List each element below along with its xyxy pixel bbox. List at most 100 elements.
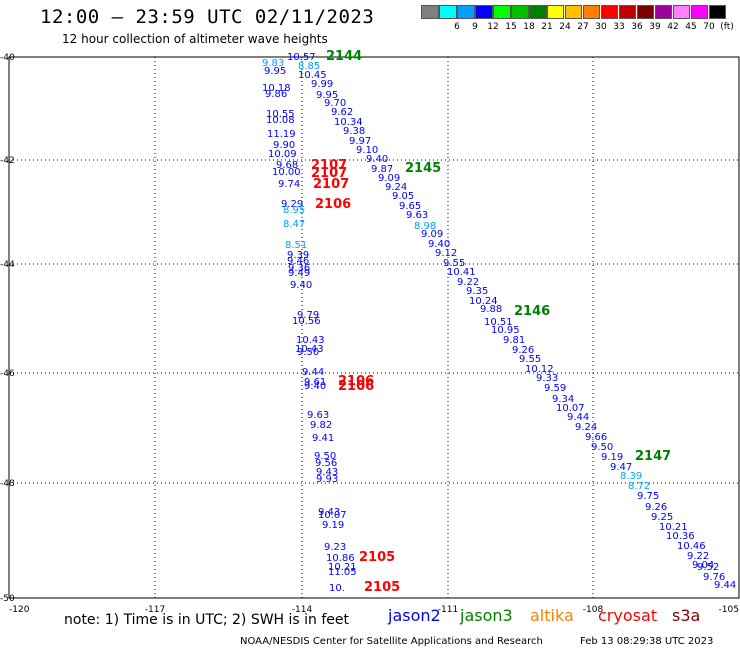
x-tick-label: -120: [9, 605, 30, 615]
x-tick-label: -111: [438, 605, 458, 615]
swh-value-label: 9.34: [552, 394, 574, 405]
colorbar-swatch: [528, 5, 547, 19]
swh-value-label: 9.44: [302, 367, 324, 378]
swh-value-label: 9.26: [645, 502, 667, 513]
swh-value-label: 9.38: [343, 126, 365, 137]
swh-value-label: 10.24: [469, 296, 498, 307]
swh-value-label: 9.19: [322, 520, 344, 531]
colorbar-swatch: [474, 5, 493, 19]
swh-value-label: 10.57: [287, 52, 316, 63]
swh-value-label: 9.50: [591, 442, 613, 453]
swh-value-label: 10.21: [328, 562, 357, 573]
swh-value-label: 11.05: [328, 567, 357, 578]
swh-value-label: 9.76: [703, 572, 725, 583]
swh-value-label: 9.95: [316, 90, 338, 101]
swh-value-label: 9.83: [262, 58, 284, 69]
swh-value-label: 9.90: [273, 140, 295, 151]
swh-value-label: 9.40: [428, 239, 450, 250]
swh-value-label: 9.59: [544, 383, 566, 394]
pass-time-label: 2105: [359, 550, 395, 565]
swh-value-label: 10.56: [292, 316, 321, 327]
pass-time-label: 2107: [311, 166, 347, 181]
swh-value-label: 9.81: [503, 335, 525, 346]
swh-value-label: 9.68: [276, 160, 298, 171]
plot-frame: [8, 56, 740, 599]
swh-value-label: 9.50: [314, 451, 336, 462]
swh-value-label: 8.47: [283, 219, 305, 230]
pass-time-label: 2106: [338, 379, 374, 394]
swh-value-label: 9.33: [536, 373, 558, 384]
swh-value-label: 9.05: [392, 191, 414, 202]
legend-item-cryosat: cryosat: [598, 606, 658, 625]
colorbar-swatch: [690, 5, 709, 19]
colorbar-swatch: [510, 5, 529, 19]
swh-value-label: 9.52: [697, 562, 719, 573]
pass-time-label: 2107: [311, 158, 347, 173]
swh-value-label: 9.99: [311, 79, 333, 90]
colorbar-label: 30: [595, 22, 607, 32]
swh-value-label: 9.93: [316, 474, 338, 485]
y-tick-label: -40: [0, 53, 15, 63]
swh-value-label: 8.72: [628, 481, 650, 492]
map-title: 12:00 – 23:59 UTC 02/11/2023: [40, 6, 375, 28]
swh-value-label: 8.85: [298, 61, 320, 72]
swh-value-label: 10.46: [677, 541, 706, 552]
swh-value-label: 9.79: [297, 310, 319, 321]
colorbar-swatch: [421, 5, 439, 19]
swh-value-label: 9.19: [601, 452, 623, 463]
swh-value-label: 10.: [329, 583, 345, 594]
colorbar-swatch: [600, 5, 619, 19]
colorbar-label: 45: [685, 22, 697, 32]
swh-value-label: 9.55: [519, 354, 541, 365]
colorbar: [421, 5, 727, 19]
colorbar-label: 6: [454, 22, 460, 32]
swh-value-label: 9.10: [356, 145, 378, 156]
swh-value-label: 10.21: [659, 522, 688, 533]
swh-value-label: 9.47: [610, 462, 632, 473]
swh-value-label: 9.29: [281, 199, 303, 210]
swh-value-label: 9.41: [312, 433, 334, 444]
colorbar-swatch: [654, 5, 673, 19]
swh-value-label: 9.56: [315, 458, 337, 469]
x-tick-label: -108: [583, 605, 604, 615]
swh-value-label: 10.86: [326, 553, 355, 564]
swh-value-label: 10.95: [491, 325, 520, 336]
x-tick-label: -117: [145, 605, 165, 615]
swh-value-label: 8.39: [620, 471, 642, 482]
colorbar-label: 39: [649, 22, 661, 32]
swh-value-label: 9.95: [264, 66, 286, 77]
legend-item-s3a: s3a: [672, 606, 701, 625]
swh-value-label: 9.63: [307, 410, 329, 421]
pass-time-label: 2107: [313, 177, 349, 192]
swh-value-label: 9.22: [687, 551, 709, 562]
swh-value-label: 9.40: [366, 154, 388, 165]
swh-value-label: 9.43: [318, 507, 340, 518]
swh-value-label: 10.43: [295, 344, 324, 355]
swh-value-label: 9.62: [331, 107, 353, 118]
swh-value-label: 10.55: [266, 109, 295, 120]
swh-value-label: 8.51: [285, 240, 307, 251]
swh-value-label: 9.49: [288, 268, 310, 279]
y-tick-label: -44: [0, 260, 15, 270]
swh-value-label: 9.63: [406, 210, 428, 221]
swh-value-label: 9.44: [714, 580, 736, 591]
swh-value-label: 10.07: [318, 510, 347, 521]
swh-value-label: 9.12: [435, 248, 457, 259]
colorbar-swatch: [546, 5, 565, 19]
colorbar-label: 42: [667, 22, 679, 32]
colorbar-label: 24: [559, 22, 571, 32]
swh-value-label: 9.75: [637, 491, 659, 502]
colorbar-swatch: [438, 5, 457, 19]
y-tick-label: -42: [0, 156, 15, 166]
swh-value-label: 10.36: [666, 531, 695, 542]
footer-note: note: 1) Time is in UTC; 2) SWH is in fe…: [64, 612, 350, 628]
swh-value-label: 10.45: [298, 70, 327, 81]
swh-value-label: 10.09: [268, 149, 297, 160]
swh-value-label: 9.50: [297, 347, 319, 358]
swh-value-label: 9.70: [324, 98, 346, 109]
swh-value-label: 9.65: [399, 201, 421, 212]
swh-value-label: 9.40: [290, 280, 312, 291]
colorbar-swatch: [708, 5, 727, 19]
timestamp-text: Feb 13 08:29:38 UTC 2023: [580, 636, 714, 647]
y-tick-label: -50: [0, 594, 15, 604]
